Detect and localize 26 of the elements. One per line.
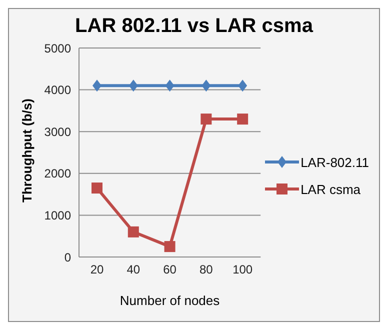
- x-tick-label: 100: [232, 262, 253, 277]
- point: [238, 80, 248, 92]
- y-tick-label: 3000: [44, 124, 72, 139]
- x-tick-label: 60: [163, 262, 177, 277]
- point: [92, 182, 102, 194]
- chart-title: LAR 802.11 vs LAR csma: [74, 15, 314, 38]
- point: [202, 80, 211, 92]
- x-tick-label: 20: [90, 262, 104, 277]
- y-tick-label: 0: [64, 250, 72, 264]
- y-tick-label: 2000: [44, 166, 72, 181]
- point: [164, 241, 176, 252]
- y-axis-title: Throughput (b/s): [20, 98, 35, 202]
- legend-label: LAR csma: [300, 182, 361, 196]
- point: [200, 114, 212, 125]
- point: [128, 80, 138, 92]
- point: [237, 114, 248, 125]
- x-axis-title: Number of nodes: [120, 293, 220, 308]
- point: [128, 226, 139, 238]
- legend-label: LAR-802.11: [300, 154, 369, 170]
- x-tick-label: 80: [200, 262, 214, 277]
- point: [165, 80, 174, 92]
- point: [92, 80, 102, 92]
- y-tick-label: 4000: [44, 83, 72, 98]
- x-tick-label: 40: [126, 262, 140, 277]
- y-tick-label: 5000: [44, 41, 72, 56]
- y-tick-label: 1000: [44, 208, 72, 222]
